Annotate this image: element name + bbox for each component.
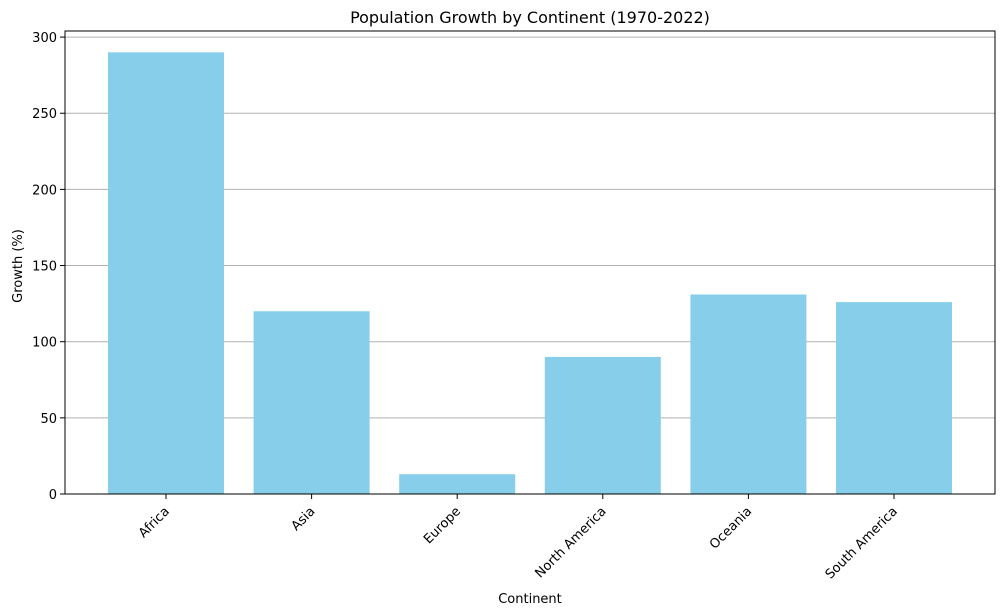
y-tick-label: 200	[32, 183, 57, 198]
y-tick-label: 50	[40, 412, 57, 427]
x-tick-label: Africa	[136, 504, 173, 541]
bar-south-america	[836, 302, 952, 494]
x-tick-label: Oceania	[707, 504, 755, 552]
y-axis-ticks: 0 50 100 150 200 250 300	[32, 31, 65, 503]
x-axis-label: Continent	[498, 592, 562, 607]
y-tick-label: 100	[32, 336, 57, 351]
chart-title: Population Growth by Continent (1970-202…	[350, 8, 710, 27]
bar-north-america	[544, 356, 661, 494]
plot-frame	[64, 30, 996, 495]
bar-oceania	[690, 294, 807, 494]
y-tick-label: 250	[32, 107, 57, 122]
bars-layer	[108, 52, 952, 495]
y-tick-label: 150	[32, 260, 57, 275]
x-tick-label: South America	[823, 504, 901, 582]
bar-europe	[399, 474, 516, 494]
y-tick-label: 0	[49, 488, 57, 503]
y-axis-label: Growth (%)	[11, 229, 26, 303]
bar-africa	[108, 52, 224, 495]
bar-asia	[253, 311, 370, 494]
x-tick-label: North America	[532, 504, 609, 581]
y-tick-label: 300	[32, 31, 57, 46]
x-tick-label: Asia	[289, 504, 319, 534]
x-axis-ticks: Africa Asia Europe North America Oceania Sout…	[136, 494, 901, 582]
axes-layer	[64, 30, 996, 495]
x-tick-label: Europe	[421, 504, 464, 547]
